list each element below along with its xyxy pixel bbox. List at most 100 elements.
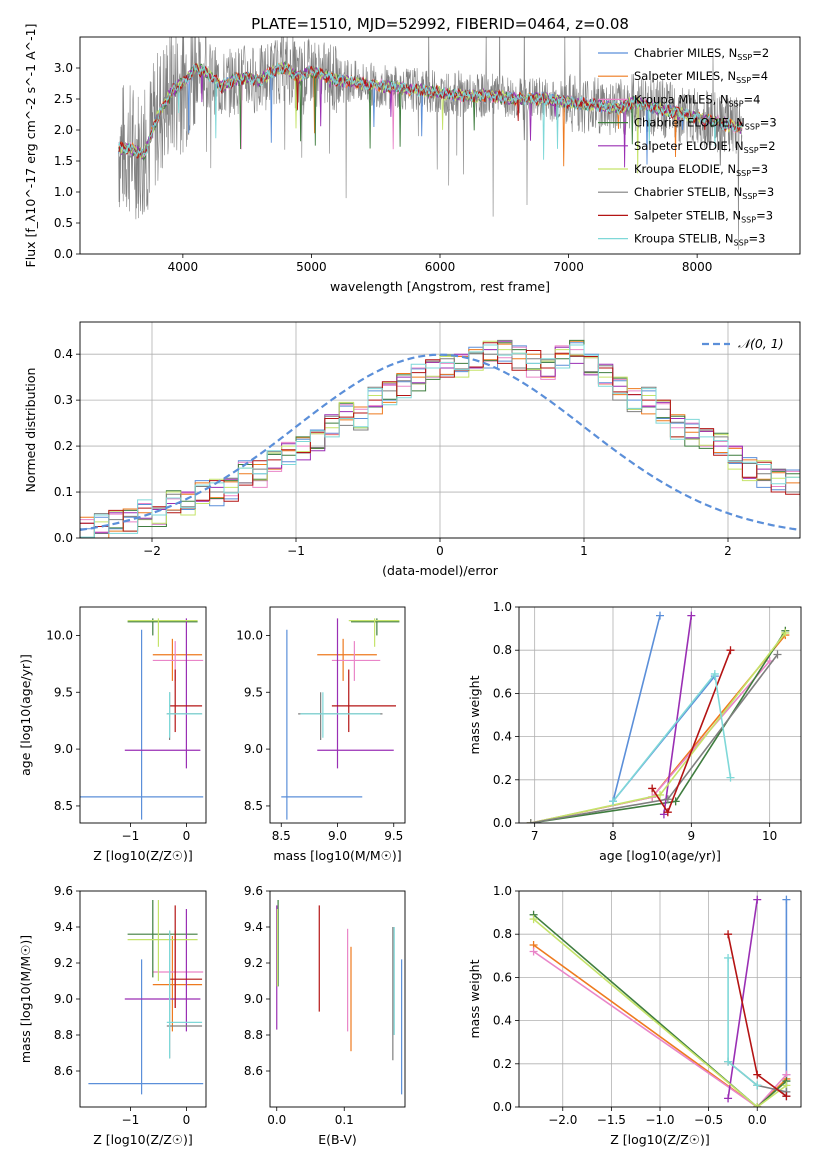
legend-label-salpeter_stelib: Salpeter STELIB, NSSP=3 bbox=[634, 208, 773, 224]
series-salpeter_elodie bbox=[663, 615, 693, 815]
marker-kroupa_stelib bbox=[724, 1057, 733, 1066]
series-kroupa_miles bbox=[533, 950, 787, 1107]
y-tick-label: 0.3 bbox=[54, 393, 73, 407]
plot-area bbox=[276, 900, 403, 1095]
y-tick-label: 0.6 bbox=[493, 686, 512, 700]
axes-frame bbox=[518, 890, 802, 1108]
y-tick-label: 9.0 bbox=[244, 742, 263, 756]
marker-salpeter_elodie bbox=[753, 895, 762, 904]
y-tick-label: 0.1 bbox=[54, 485, 73, 499]
panel-age_vs_Z: −1 0 8.5 9.0 9.5 10.0 Z [log10(Z/Z☉)] age [log1… bbox=[18, 606, 207, 863]
plot-area bbox=[526, 611, 790, 823]
plot-area bbox=[88, 900, 204, 1095]
x-axis-label: Z [log10(Z/Z☉)] bbox=[610, 1132, 710, 1147]
y-tick-label: 2.5 bbox=[54, 92, 73, 106]
legend-label-kroupa_miles: Kroupa MILES, NSSP=4 bbox=[634, 92, 760, 108]
axes-frame bbox=[269, 890, 406, 1108]
y-tick-label: 10.0 bbox=[46, 628, 73, 642]
plot-area bbox=[80, 339, 800, 538]
x-tick-label: 0.0 bbox=[748, 1113, 767, 1127]
x-tick-label: 0 bbox=[183, 829, 191, 843]
model-kroupa_stelib bbox=[118, 61, 743, 160]
histogram-salpeter_stelib bbox=[80, 342, 800, 532]
legend-label-kroupa_stelib: Kroupa STELIB, NSSP=3 bbox=[634, 232, 765, 248]
series-kroupa_miles bbox=[530, 660, 771, 823]
x-axis-label: age [log10(age/yr)] bbox=[599, 848, 721, 863]
y-tick-label: 2.0 bbox=[54, 123, 73, 137]
y-axis-label: Normed distribution bbox=[23, 368, 38, 493]
marker-salpeter_stelib bbox=[782, 1092, 791, 1101]
histogram-kroupa_stelib bbox=[80, 344, 800, 538]
marker-chabrier_stelib bbox=[773, 650, 782, 659]
x-tick-label: −1 bbox=[122, 829, 140, 843]
plot-area bbox=[80, 618, 204, 820]
panel-residuals: −2 −1 0 1 2 0.0 0.1 0.2 0.3 0.4 (data-model)/error… bbox=[23, 321, 801, 578]
x-tick-label: −2 bbox=[143, 544, 161, 558]
x-axis-label: Z [log10(Z/Z☉)] bbox=[93, 848, 193, 863]
axes-frame bbox=[269, 606, 406, 824]
marker-salpeter_elodie bbox=[724, 1094, 733, 1103]
x-tick-label: 9.0 bbox=[328, 829, 347, 843]
marker-salpeter_stelib bbox=[648, 784, 657, 793]
x-axis-label: mass [log10(M/M☉)] bbox=[273, 848, 401, 863]
marker-kroupa_stelib bbox=[609, 797, 617, 806]
y-tick-label: 9.0 bbox=[244, 992, 263, 1006]
axes-frame bbox=[79, 606, 207, 824]
y-tick-label: 0.0 bbox=[493, 816, 512, 830]
y-tick-label: 9.0 bbox=[54, 992, 73, 1006]
x-tick-label: −0.5 bbox=[694, 1113, 723, 1127]
panel-spectrum: 4000 5000 6000 7000 8000 0.0 0.5 1.0 1.5 2.0 2.5 3.… bbox=[23, 24, 801, 294]
marker-salpeter_stelib bbox=[724, 930, 733, 939]
y-tick-label: 8.6 bbox=[244, 1064, 263, 1078]
y-tick-label: 9.4 bbox=[244, 920, 263, 934]
marker-salpeter_elodie bbox=[687, 611, 696, 620]
y-tick-label: 0.0 bbox=[54, 247, 73, 261]
y-tick-label: 0.0 bbox=[493, 1100, 512, 1114]
marker-kroupa_elodie bbox=[781, 628, 790, 637]
y-tick-label: 3.0 bbox=[54, 61, 73, 75]
x-tick-label: −2.0 bbox=[548, 1113, 577, 1127]
marker-chabrier_miles bbox=[656, 611, 664, 620]
x-axis-label: (data-model)/error bbox=[382, 563, 499, 578]
x-tick-label: −1.5 bbox=[597, 1113, 626, 1127]
y-tick-label: 0.2 bbox=[493, 773, 512, 787]
y-tick-label: 0.4 bbox=[493, 730, 512, 744]
legend-label-salpeter_elodie: Salpeter ELODIE, NSSP=2 bbox=[634, 139, 776, 155]
marker-salpeter_stelib bbox=[663, 808, 672, 817]
y-tick-label: 0.6 bbox=[493, 970, 512, 984]
histogram-chabrier_elodie bbox=[80, 339, 800, 538]
x-tick-label: 8.5 bbox=[272, 829, 291, 843]
x-tick-label: 9 bbox=[688, 829, 696, 843]
marker-salpeter_stelib bbox=[726, 646, 735, 655]
x-axis-label: wavelength [Angstrom, rest frame] bbox=[330, 279, 550, 294]
panel-age_vs_mass: 8.5 9.0 9.5 8.5 9.0 9.5 10.0 mass [log10(M/M☉)] bbox=[236, 606, 406, 863]
marker-kroupa_miles bbox=[529, 947, 538, 956]
plot-area bbox=[118, 37, 743, 250]
y-tick-label: 9.6 bbox=[244, 884, 263, 898]
x-tick-label: 1 bbox=[580, 544, 588, 558]
axes-frame bbox=[79, 36, 801, 255]
y-tick-label: 10.0 bbox=[236, 628, 263, 642]
legend-label-kroupa_elodie: Kroupa ELODIE, NSSP=3 bbox=[634, 162, 768, 178]
y-tick-label: 9.5 bbox=[54, 685, 73, 699]
plot-area bbox=[529, 895, 791, 1107]
x-tick-label: −1.0 bbox=[645, 1113, 674, 1127]
axes-frame bbox=[79, 890, 207, 1108]
x-tick-label: 10 bbox=[762, 829, 777, 843]
marker-kroupa_stelib bbox=[753, 1081, 762, 1090]
y-tick-label: 0.8 bbox=[493, 927, 512, 941]
y-tick-label: 9.2 bbox=[54, 956, 73, 970]
y-tick-label: 9.4 bbox=[54, 920, 73, 934]
x-axis-label: Z [log10(Z/Z☉)] bbox=[93, 1132, 193, 1147]
y-tick-label: 8.5 bbox=[244, 799, 263, 813]
y-tick-label: 0.8 bbox=[493, 643, 512, 657]
y-tick-label: 9.2 bbox=[244, 956, 263, 970]
marker-chabrier_miles bbox=[782, 895, 791, 904]
y-axis-label: mass weight bbox=[467, 675, 482, 754]
y-axis-label: mass [log10(M/M☉)] bbox=[18, 935, 33, 1063]
y-tick-label: 1.0 bbox=[493, 884, 512, 898]
x-tick-label: 2 bbox=[724, 544, 732, 558]
y-tick-label: 1.0 bbox=[54, 185, 73, 199]
model-salpeter_stelib bbox=[118, 63, 743, 159]
